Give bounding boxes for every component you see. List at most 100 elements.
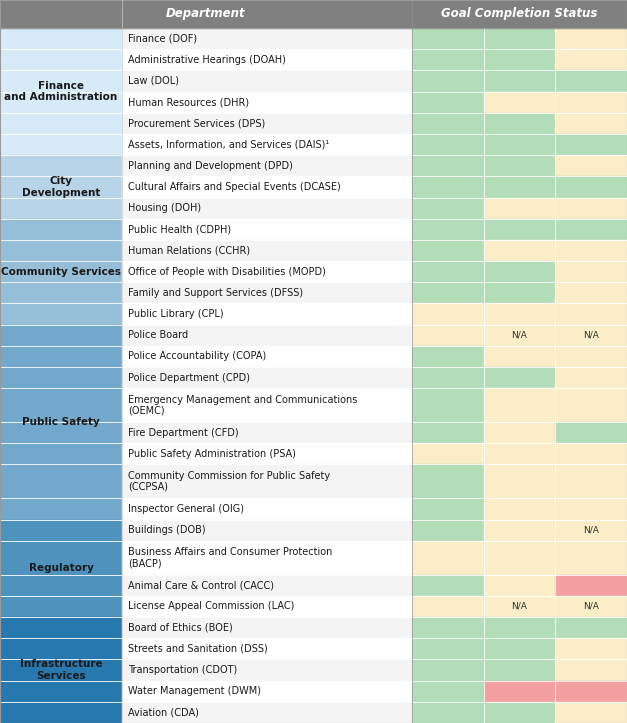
Bar xyxy=(0,346,122,367)
Bar xyxy=(483,240,556,261)
Bar xyxy=(412,49,483,70)
Bar xyxy=(122,28,412,49)
Bar xyxy=(0,575,122,596)
Text: N/A: N/A xyxy=(583,330,599,340)
Bar xyxy=(122,367,412,388)
Bar xyxy=(556,49,627,70)
Bar xyxy=(412,702,483,723)
Text: Police Board: Police Board xyxy=(128,330,188,341)
Bar xyxy=(412,388,483,422)
Bar xyxy=(412,541,483,575)
Bar xyxy=(556,520,627,541)
Bar xyxy=(412,240,483,261)
Text: Police Department (CPD): Police Department (CPD) xyxy=(128,372,250,382)
Bar xyxy=(0,520,122,541)
Text: Human Relations (CCHR): Human Relations (CCHR) xyxy=(128,246,250,255)
Bar xyxy=(556,70,627,92)
Bar xyxy=(412,464,483,498)
Bar xyxy=(0,155,122,176)
Bar xyxy=(0,638,122,659)
Bar xyxy=(483,325,556,346)
Bar xyxy=(122,388,412,422)
Text: License Appeal Commission (LAC): License Appeal Commission (LAC) xyxy=(128,602,294,612)
Bar xyxy=(0,218,122,240)
Bar xyxy=(556,541,627,575)
Bar xyxy=(122,197,412,218)
Text: Inspector General (OIG): Inspector General (OIG) xyxy=(128,504,244,514)
Bar xyxy=(483,596,556,617)
Bar xyxy=(122,702,412,723)
Bar xyxy=(412,197,483,218)
Bar xyxy=(412,346,483,367)
Bar xyxy=(483,28,556,49)
Bar xyxy=(122,49,412,70)
Bar xyxy=(0,28,122,49)
Bar xyxy=(0,282,122,304)
Bar xyxy=(556,680,627,702)
Bar xyxy=(412,261,483,282)
Bar xyxy=(0,197,122,218)
Bar xyxy=(483,422,556,443)
Bar xyxy=(412,443,483,464)
Bar xyxy=(483,464,556,498)
Bar xyxy=(483,346,556,367)
Bar xyxy=(122,346,412,367)
Bar xyxy=(412,638,483,659)
Text: Streets and Sanitation (DSS): Streets and Sanitation (DSS) xyxy=(128,644,268,654)
Text: Animal Care & Control (CACC): Animal Care & Control (CACC) xyxy=(128,581,274,590)
Text: Family and Support Services (DFSS): Family and Support Services (DFSS) xyxy=(128,288,303,298)
Bar xyxy=(0,113,122,134)
Bar xyxy=(412,70,483,92)
Bar xyxy=(556,304,627,325)
Bar xyxy=(483,304,556,325)
Text: Community Services: Community Services xyxy=(1,267,121,277)
Bar xyxy=(0,70,122,92)
Bar xyxy=(0,498,122,520)
Bar xyxy=(483,49,556,70)
Bar xyxy=(556,282,627,304)
Text: Emergency Management and Communications
(OEMC): Emergency Management and Communications … xyxy=(128,395,357,416)
Bar xyxy=(0,541,122,575)
Bar xyxy=(0,464,122,498)
Bar xyxy=(556,596,627,617)
Bar xyxy=(122,261,412,282)
Bar xyxy=(556,176,627,197)
Bar xyxy=(122,282,412,304)
Text: N/A: N/A xyxy=(583,602,599,611)
Bar xyxy=(556,155,627,176)
Bar xyxy=(412,113,483,134)
Text: Board of Ethics (BOE): Board of Ethics (BOE) xyxy=(128,623,233,633)
Bar xyxy=(483,638,556,659)
Bar xyxy=(556,28,627,49)
Bar xyxy=(122,304,412,325)
Bar xyxy=(483,367,556,388)
Bar xyxy=(122,134,412,155)
Text: Planning and Development (DPD): Planning and Development (DPD) xyxy=(128,161,293,171)
Bar xyxy=(412,304,483,325)
Bar xyxy=(412,282,483,304)
Text: Housing (DOH): Housing (DOH) xyxy=(128,203,201,213)
Bar xyxy=(556,261,627,282)
Text: Water Management (DWM): Water Management (DWM) xyxy=(128,686,261,696)
Bar xyxy=(483,134,556,155)
Bar xyxy=(483,197,556,218)
Bar xyxy=(412,617,483,638)
Text: Business Affairs and Consumer Protection
(BACP): Business Affairs and Consumer Protection… xyxy=(128,547,332,568)
Text: Law (DOL): Law (DOL) xyxy=(128,76,179,86)
Text: Procurement Services (DPS): Procurement Services (DPS) xyxy=(128,119,265,129)
Bar xyxy=(122,240,412,261)
Bar xyxy=(483,218,556,240)
Bar xyxy=(122,659,412,680)
Bar xyxy=(122,596,412,617)
Bar xyxy=(412,575,483,596)
Bar xyxy=(122,617,412,638)
Bar xyxy=(122,498,412,520)
Bar xyxy=(0,304,122,325)
Bar xyxy=(483,92,556,113)
Text: Human Resources (DHR): Human Resources (DHR) xyxy=(128,97,249,107)
Bar xyxy=(0,240,122,261)
Text: N/A: N/A xyxy=(512,602,527,611)
Text: Aviation (CDA): Aviation (CDA) xyxy=(128,707,199,717)
Bar xyxy=(122,155,412,176)
Bar xyxy=(0,49,122,70)
